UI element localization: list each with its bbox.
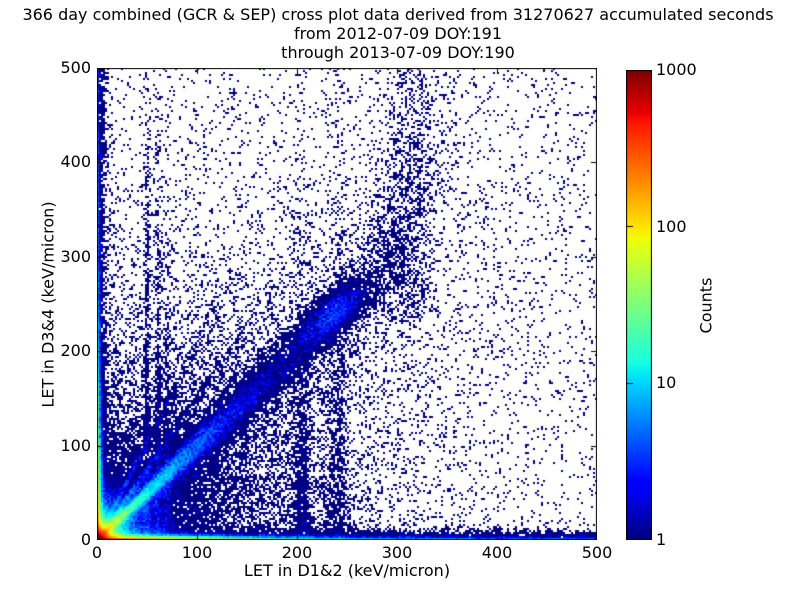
colorbar-tick-label: 100 [656,217,687,236]
chart-title: 366 day combined (GCR & SEP) cross plot … [22,5,774,24]
colorbar-tick-label: 1 [656,530,667,549]
colorbar [626,70,652,540]
y-tick-label: 100 [60,435,91,455]
colorbar-tick-label: 1000 [656,60,697,79]
colorbar-label: Counts [696,277,716,334]
chart-title-block: 366 day combined (GCR & SEP) cross plot … [0,5,796,62]
scatter-density-plot [97,68,597,540]
x-tick-label: 200 [281,543,313,562]
y-tick-label: 200 [60,341,91,361]
x-tick-label: 300 [381,543,413,562]
y-axis-label: LET in D3&4 (keV/micron) [38,201,58,408]
x-axis-label: LET in D1&2 (keV/micron) [243,561,451,580]
colorbar-tick-label: 10 [656,373,677,392]
chart-subtitle-from: from 2012-07-09 DOY:191 [293,24,502,43]
x-tick-label: 0 [91,543,103,562]
x-tick-label: 500 [581,543,613,562]
y-tick-label: 300 [60,246,91,266]
x-tick-label: 400 [481,543,513,562]
y-tick-label: 500 [60,58,91,77]
x-tick-label: 100 [181,543,213,562]
y-tick-label: 0 [80,530,91,549]
y-tick-label: 400 [60,152,91,172]
chart-subtitle-through: through 2013-07-09 DOY:190 [281,43,515,62]
